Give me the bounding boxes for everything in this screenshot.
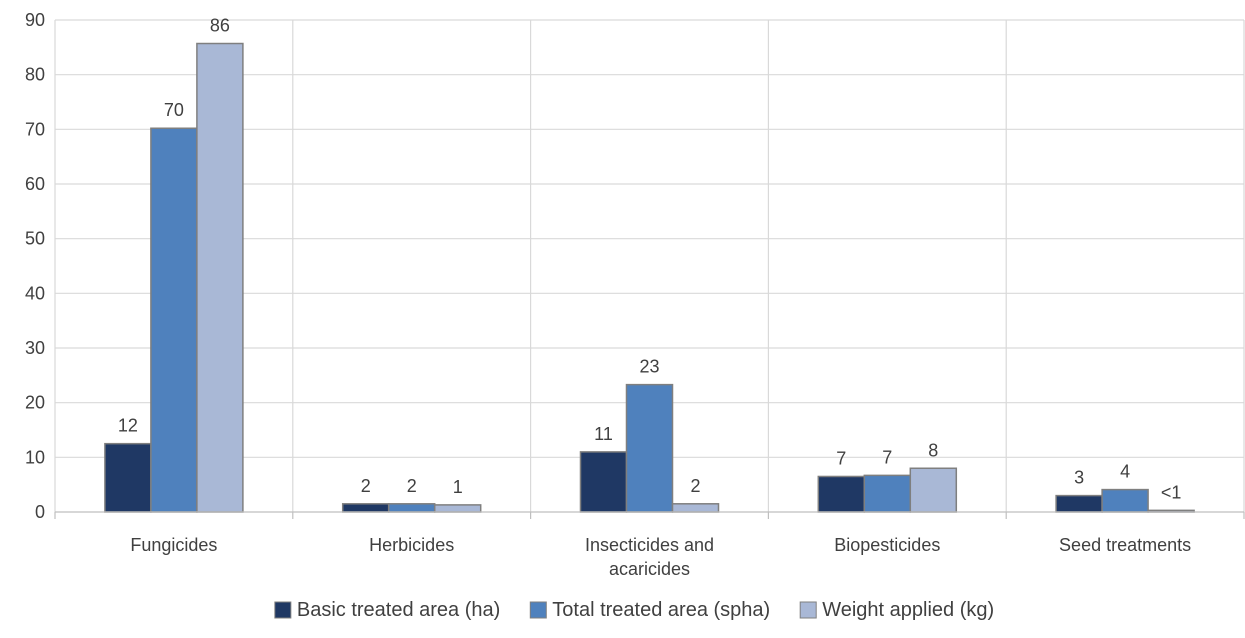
data-label: 12 [118,416,138,436]
bar-3-4 [909,467,958,513]
y-tick-label: 60 [25,174,45,194]
data-label: 3 [1074,468,1084,488]
bar-1-2 [341,503,390,513]
data-label: 23 [639,357,659,377]
bar-1-1 [104,442,152,513]
legend-swatch [799,601,817,619]
bar-1-3 [579,451,628,513]
y-tick-label: 90 [25,10,45,30]
data-label: 4 [1120,462,1130,482]
legend-swatch [529,601,547,619]
data-label: 11 [594,424,613,444]
bar-1-5 [1055,494,1103,513]
legend-item: Weight applied (kg) [799,599,994,621]
bar-3-1 [196,42,244,513]
x-category-label: Herbicides [369,535,454,555]
data-label: 7 [836,448,846,468]
y-tick-label: 30 [25,338,45,358]
bar-1-4 [817,475,866,513]
y-tick-label: 20 [25,393,45,413]
data-label: 2 [690,476,700,496]
data-label: 2 [407,476,417,496]
data-label: 2 [361,476,371,496]
y-tick-label: 80 [25,65,45,85]
bar-2-1 [150,127,198,513]
data-label: <1 [1161,482,1182,502]
y-tick-label: 50 [25,229,45,249]
legend-label: Total treated area (spha) [552,599,770,621]
x-category-label: acaricides [609,559,690,579]
x-category-label: Insecticides and [585,535,714,555]
legend-item: Total treated area (spha) [529,599,770,621]
axes: 0 10 20 30 40 50 60 70 80 90 Fungicides Herbicides I… [25,10,1245,579]
bar-2-5 [1101,488,1149,513]
x-category-label: Fungicides [130,535,217,555]
y-tick-label: 0 [35,502,45,522]
data-label: 86 [210,16,230,36]
data-label: 8 [928,440,938,460]
bar-3-2 [433,504,482,513]
data-label: 7 [882,447,892,467]
x-category-label: Seed treatments [1059,535,1191,555]
legend: Basic treated area (ha) Total treated are… [274,599,994,621]
bar-2-3 [625,383,674,513]
bar-2-2 [387,503,436,513]
legend-label: Weight applied (kg) [822,599,994,621]
legend-swatch [274,601,292,619]
legend-item: Basic treated area (ha) [274,599,500,621]
legend-label: Basic treated area (ha) [297,599,500,621]
y-tick-label: 10 [25,447,45,467]
x-category-label: Biopesticides [834,535,940,555]
data-label: 70 [164,100,184,120]
y-tick-label: 70 [25,119,45,139]
gridlines [54,19,1245,512]
bar-2-4 [863,474,912,513]
bar-3-3 [671,503,720,513]
bars [104,42,1195,513]
data-label: 1 [453,477,463,497]
y-tick-label: 40 [25,283,45,303]
